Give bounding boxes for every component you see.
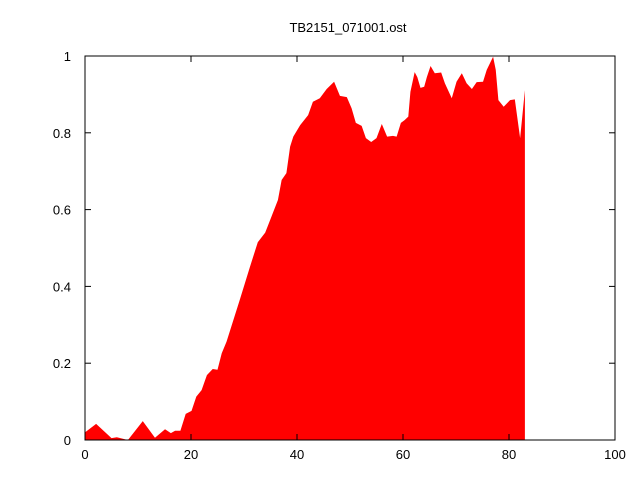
x-tick-label: 80	[502, 447, 516, 462]
plot-border	[84, 55, 616, 441]
y-tick-label: 0.4	[53, 279, 71, 294]
chart-title: TB2151_071001.ost	[289, 20, 406, 35]
y-tick-label: 0.8	[53, 126, 71, 141]
y-tick-label: 0	[64, 433, 71, 448]
y-tick-label: 0.2	[53, 356, 71, 371]
x-tick-label: 100	[604, 447, 626, 462]
area-series	[85, 56, 525, 440]
x-tick-label: 40	[290, 447, 304, 462]
x-tick-label: 20	[184, 447, 198, 462]
x-tick-label: 0	[81, 447, 88, 462]
y-tick-label: 1	[64, 49, 71, 64]
x-tick-label: 60	[396, 447, 410, 462]
y-tick-label: 0.6	[53, 203, 71, 218]
